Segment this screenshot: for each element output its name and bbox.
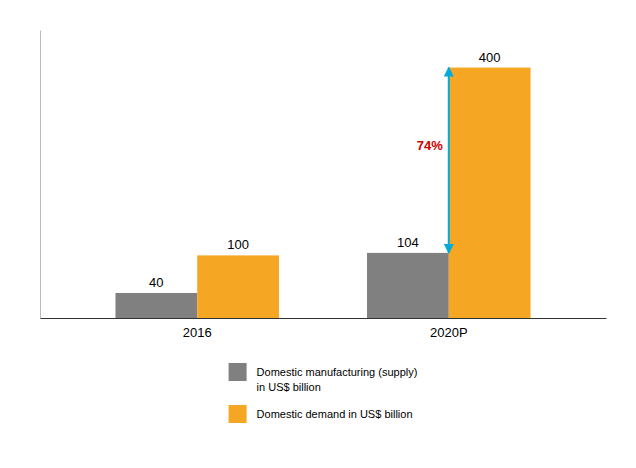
x-tick: 2016 — [183, 318, 212, 340]
bars — [115, 68, 530, 318]
y-axis-line — [40, 31, 41, 319]
legend: Domestic manufacturing (supply)in US$ bi… — [229, 363, 418, 423]
bar — [197, 255, 279, 318]
legend-swatch — [229, 363, 247, 381]
data-label: 104 — [397, 235, 419, 250]
x-tick: 2020P — [430, 318, 468, 340]
x-tick-label: 2020P — [430, 325, 468, 340]
bar — [115, 293, 197, 318]
x-axis: 2016 2020P — [41, 318, 607, 340]
data-label: 100 — [227, 237, 249, 252]
legend-label: Domestic manufacturing (supply)in US$ bi… — [257, 366, 418, 393]
gap-arrow — [448, 68, 450, 253]
legend-label: Domestic demand in US$ billion — [257, 408, 413, 420]
data-label: 40 — [149, 275, 163, 290]
x-tick-label: 2016 — [183, 325, 212, 340]
y-axis — [40, 31, 41, 319]
legend-item: Domestic demand in US$ billion — [229, 405, 413, 423]
data-label: 400 — [479, 50, 501, 65]
annotation: 74% — [417, 138, 443, 153]
chart: 2016 2020P 40 104 100 400 74% Domestic manufact… — [0, 0, 636, 468]
bar — [449, 68, 531, 318]
data-labels: 40 104 100 400 — [149, 50, 500, 290]
legend-swatch — [229, 405, 247, 423]
legend-item: Domestic manufacturing (supply)in US$ bi… — [229, 363, 418, 393]
bar — [367, 253, 449, 318]
x-axis-line — [41, 318, 607, 319]
plot: 2016 2020P 40 104 100 400 74% — [41, 31, 607, 341]
